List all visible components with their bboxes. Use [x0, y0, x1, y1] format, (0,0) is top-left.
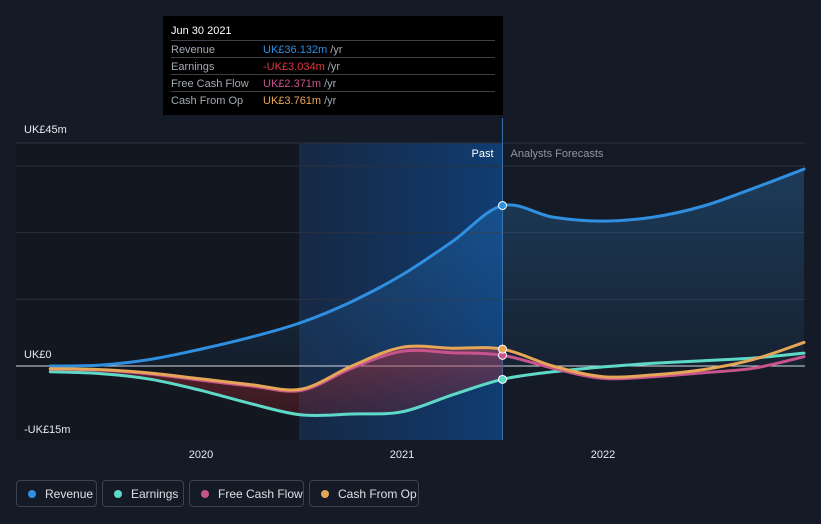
forecast-label: Analysts Forecasts	[511, 148, 604, 160]
tooltip-label: Free Cash Flow	[171, 78, 249, 90]
series-line-earnings	[48, 351, 806, 418]
tooltip-row-earnings: Earnings -UK£3.034m/yr	[171, 57, 495, 75]
data-point-earnings	[498, 374, 507, 384]
legend-item-revenue[interactable]: Revenue	[16, 480, 97, 507]
tooltip-value: UK£36.132m/yr	[263, 44, 343, 56]
legend-label: Free Cash Flow	[218, 487, 303, 501]
data-point-cash-from-op	[498, 344, 507, 354]
tooltip-date: Jun 30 2021	[171, 25, 232, 37]
tooltip-row-cash-from-op: Cash From Op UK£3.761m/yr	[171, 91, 495, 109]
legend-label: Cash From Op	[338, 487, 417, 501]
revenue-area	[50, 169, 804, 366]
y-tick-label: -UK£15m	[24, 424, 70, 436]
series-line-revenue	[48, 167, 806, 368]
data-point-revenue	[498, 201, 507, 211]
cashflow-area	[50, 346, 503, 415]
legend-item-earnings[interactable]: Earnings	[102, 480, 184, 507]
tooltip-value: -UK£3.034m/yr	[263, 61, 340, 73]
legend-label: Earnings	[131, 487, 179, 501]
legend-dot-icon	[114, 490, 122, 498]
legend-item-free-cash-flow[interactable]: Free Cash Flow	[189, 480, 304, 507]
x-tick-label: 2022	[591, 449, 615, 461]
tooltip-label: Cash From Op	[171, 95, 244, 107]
y-tick-label: UK£0	[24, 349, 52, 361]
y-tick-label: UK£45m	[24, 124, 67, 136]
tooltip-label: Earnings	[171, 61, 215, 73]
legend-dot-icon	[321, 490, 329, 498]
series-line-cash-from-op	[48, 340, 806, 392]
legend-dot-icon	[201, 490, 209, 498]
legend-label: Revenue	[45, 487, 94, 501]
tooltip-value: UK£2.371m/yr	[263, 78, 337, 90]
legend-item-cash-from-op[interactable]: Cash From Op	[309, 480, 419, 507]
tooltip: Jun 30 2021 Revenue UK£36.132m/yr Earnin…	[163, 16, 503, 115]
tooltip-row-free-cash-flow: Free Cash Flow UK£2.371m/yr	[171, 74, 495, 92]
x-tick-label: 2020	[189, 449, 213, 461]
tooltip-label: Revenue	[171, 44, 216, 56]
tooltip-value: UK£3.761m/yr	[263, 95, 337, 107]
tooltip-row-revenue: Revenue UK£36.132m/yr	[171, 40, 495, 58]
past-label: Past	[471, 148, 493, 160]
x-tick-label: 2021	[390, 449, 414, 461]
legend-dot-icon	[28, 490, 36, 498]
